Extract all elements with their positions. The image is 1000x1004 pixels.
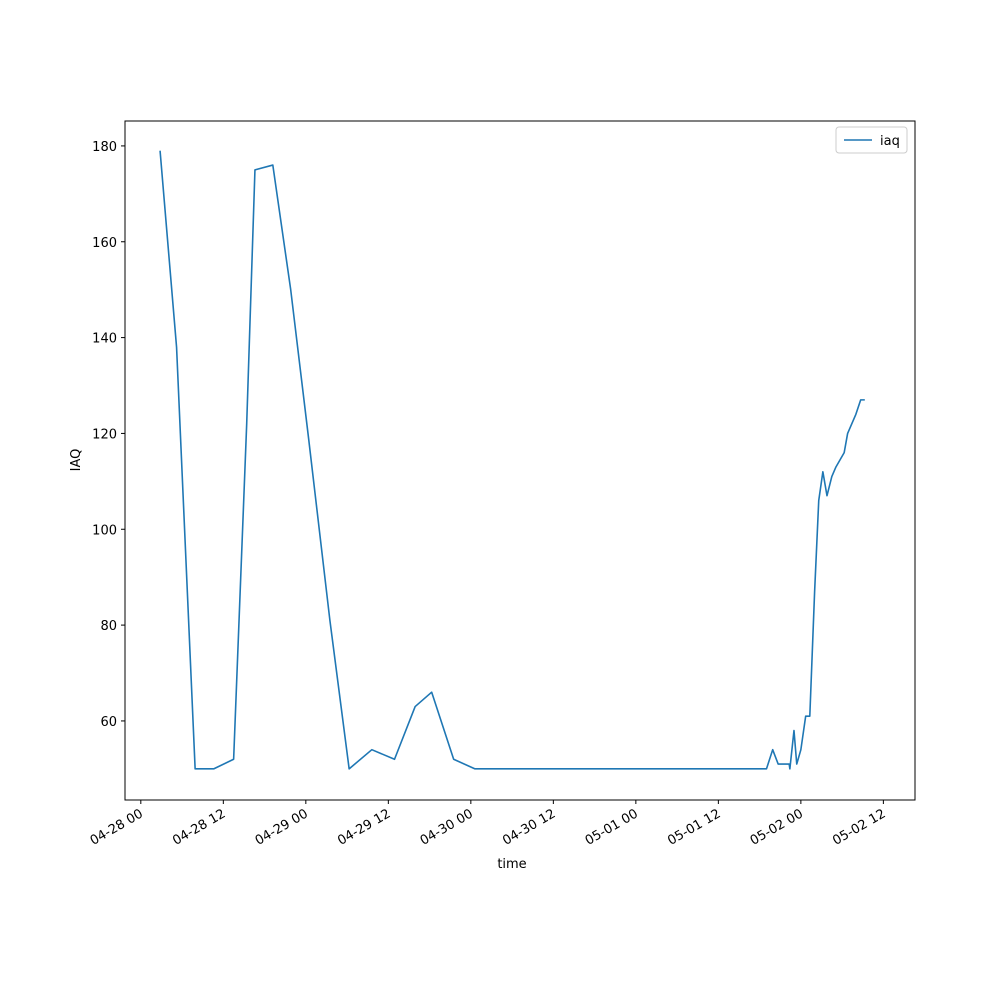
x-tick-label: 04-29 12 [335, 806, 393, 848]
x-tick-label: 04-30 12 [500, 806, 558, 848]
y-tick-label: 120 [92, 427, 117, 442]
y-axis-label: IAQ [69, 449, 84, 472]
x-tick-label: 04-28 12 [170, 806, 228, 848]
x-axis-label: time [497, 857, 526, 872]
x-tick-label: 05-02 00 [748, 806, 806, 848]
x-tick-label: 05-02 12 [830, 806, 888, 848]
legend-label: iaq [880, 134, 900, 149]
x-tick-label: 04-30 00 [418, 806, 476, 848]
plot-frame [124, 120, 916, 801]
x-tick-label: 05-01 00 [583, 806, 641, 848]
x-tick-label: 04-28 00 [88, 806, 146, 848]
x-tick-label: 04-29 00 [253, 806, 311, 848]
y-tick-label: 100 [92, 523, 117, 538]
y-tick-label: 140 [92, 332, 117, 347]
y-tick-label: 180 [92, 140, 117, 155]
x-tick-label: 05-01 12 [665, 806, 723, 848]
y-tick-label: 80 [100, 619, 117, 634]
y-tick-label: 60 [100, 715, 117, 730]
y-tick-label: 160 [92, 236, 117, 251]
data-line [159, 150, 865, 770]
